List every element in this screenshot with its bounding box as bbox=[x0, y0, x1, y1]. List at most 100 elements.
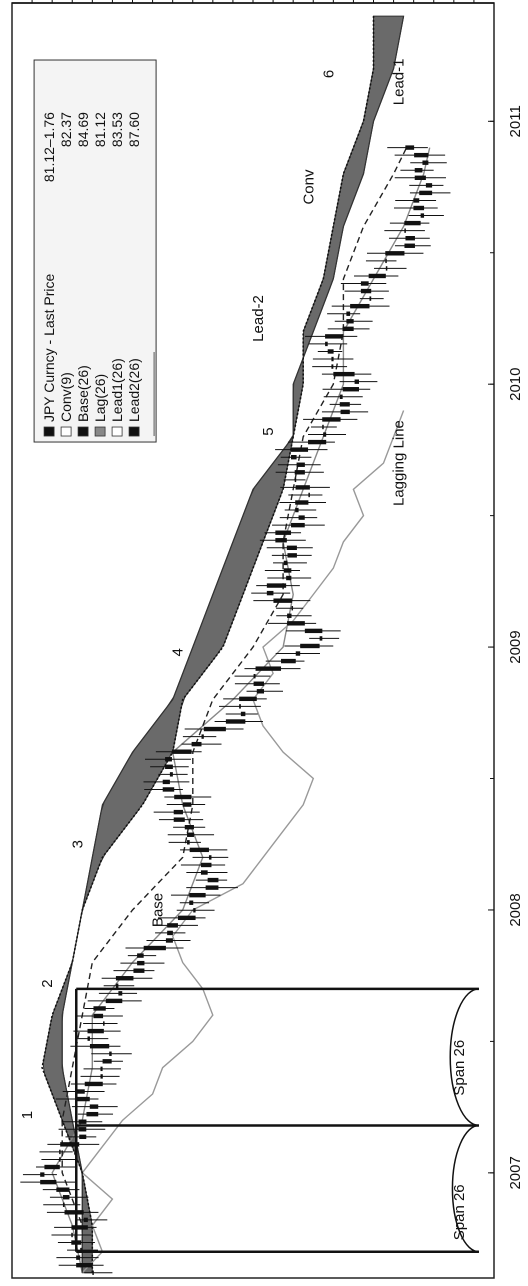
candle-body bbox=[71, 1233, 73, 1237]
candle-body bbox=[103, 1059, 112, 1063]
candle-body bbox=[40, 1180, 56, 1184]
legend-swatch bbox=[44, 427, 54, 436]
candle-body bbox=[63, 1203, 65, 1207]
candle-body bbox=[190, 848, 209, 852]
candle-body bbox=[78, 1127, 86, 1131]
candle-body bbox=[405, 236, 414, 240]
candle-body bbox=[86, 1112, 98, 1116]
candle-body bbox=[275, 531, 291, 535]
candle-body bbox=[343, 327, 354, 331]
candle-body bbox=[103, 1021, 105, 1025]
candle-body bbox=[106, 999, 122, 1003]
candle-body bbox=[192, 742, 202, 746]
candle-body bbox=[295, 478, 297, 482]
candle-body bbox=[297, 463, 305, 467]
candle-body bbox=[254, 682, 264, 686]
candle-body bbox=[325, 334, 342, 338]
candle-body bbox=[109, 1052, 111, 1056]
candle-body bbox=[239, 704, 241, 708]
candle-body bbox=[421, 213, 424, 217]
legend-entry-value: 87.60 bbox=[126, 112, 142, 147]
annotation-label: Lead-1 bbox=[391, 59, 408, 106]
candle-body bbox=[295, 470, 305, 474]
annotation-label: 6 bbox=[320, 70, 337, 78]
candle-body bbox=[281, 659, 296, 663]
candle-body bbox=[355, 379, 359, 383]
x-tick-label: 2010 bbox=[507, 367, 524, 400]
candle-body bbox=[426, 183, 432, 187]
candle-body bbox=[187, 840, 190, 844]
candle-body bbox=[44, 1165, 59, 1169]
candle-body bbox=[133, 968, 144, 972]
candle-body bbox=[413, 206, 424, 210]
candle-body bbox=[204, 727, 226, 731]
candle-body bbox=[189, 893, 205, 897]
candle-body bbox=[287, 614, 291, 618]
x-tick-label: 2008 bbox=[507, 893, 524, 926]
legend: JPY Curncy - Last Price 81.12–1.76 Conv(9)… bbox=[34, 60, 156, 442]
candle-body bbox=[167, 923, 178, 927]
candle-body bbox=[404, 228, 406, 232]
candle-body bbox=[404, 244, 414, 248]
candle-body bbox=[273, 598, 292, 602]
candle-body bbox=[193, 908, 195, 912]
annotation-label: Base bbox=[150, 893, 167, 927]
annotation-label: Lead-2 bbox=[250, 295, 267, 342]
candle-body bbox=[295, 508, 298, 512]
annotation-label: 5 bbox=[260, 427, 277, 435]
candle-body bbox=[78, 1120, 86, 1124]
candle-body bbox=[59, 1157, 61, 1161]
candle-body bbox=[76, 1263, 92, 1267]
legend-entry-value: 83.53 bbox=[109, 112, 125, 147]
legend-entry-value: 82.37 bbox=[58, 112, 74, 147]
candle-body bbox=[71, 1225, 87, 1229]
legend-swatch bbox=[61, 427, 71, 436]
candle-body bbox=[163, 787, 174, 791]
x-tick-label: 2011 bbox=[507, 105, 524, 137]
candle-body bbox=[167, 931, 173, 935]
annotation-label: 1 bbox=[19, 1111, 36, 1119]
candle-body bbox=[340, 402, 350, 406]
annotation-label: 2 bbox=[39, 979, 56, 987]
candle-body bbox=[165, 757, 172, 761]
candle-body bbox=[88, 1029, 104, 1033]
candle-body bbox=[325, 342, 328, 346]
candle-body bbox=[346, 319, 353, 323]
legend-entry-value: 84.69 bbox=[75, 112, 91, 147]
chart-rotated-group: 1 2 3 4 5 6 Span 26 Span 26 Base Lagging Line Lead… bbox=[12, 0, 524, 1278]
annotation-label: Conv bbox=[300, 169, 317, 205]
candle-body bbox=[308, 440, 326, 444]
candle-body bbox=[296, 485, 310, 489]
candle-body bbox=[100, 1074, 102, 1078]
legend-swatch bbox=[78, 427, 88, 436]
candle-body bbox=[414, 153, 428, 157]
candle-body bbox=[254, 674, 256, 678]
candle-body bbox=[267, 591, 274, 595]
candle-body bbox=[183, 802, 191, 806]
candle-body bbox=[206, 885, 219, 889]
candle-body bbox=[79, 1135, 86, 1139]
candle-body bbox=[323, 432, 326, 436]
candle-body bbox=[63, 1195, 70, 1199]
annotation-label: 3 bbox=[69, 840, 86, 848]
candle-body bbox=[208, 878, 219, 882]
candle-body bbox=[100, 1067, 102, 1071]
candle-body bbox=[226, 719, 245, 723]
candle-body bbox=[76, 1255, 80, 1259]
candle-body bbox=[296, 651, 300, 655]
candle-body bbox=[386, 266, 388, 270]
candle-body bbox=[292, 606, 294, 610]
candle-body bbox=[84, 1218, 88, 1222]
candle-body bbox=[413, 198, 419, 202]
candle-body bbox=[341, 410, 350, 414]
legend-swatch bbox=[129, 427, 139, 436]
candle-body bbox=[291, 447, 308, 451]
candle-body bbox=[361, 289, 371, 293]
candle-body bbox=[163, 780, 170, 784]
candle-body bbox=[59, 1150, 61, 1154]
candle-body bbox=[404, 221, 420, 225]
candle-body bbox=[189, 901, 193, 905]
candle-body bbox=[185, 825, 194, 829]
candle-body bbox=[331, 364, 333, 368]
